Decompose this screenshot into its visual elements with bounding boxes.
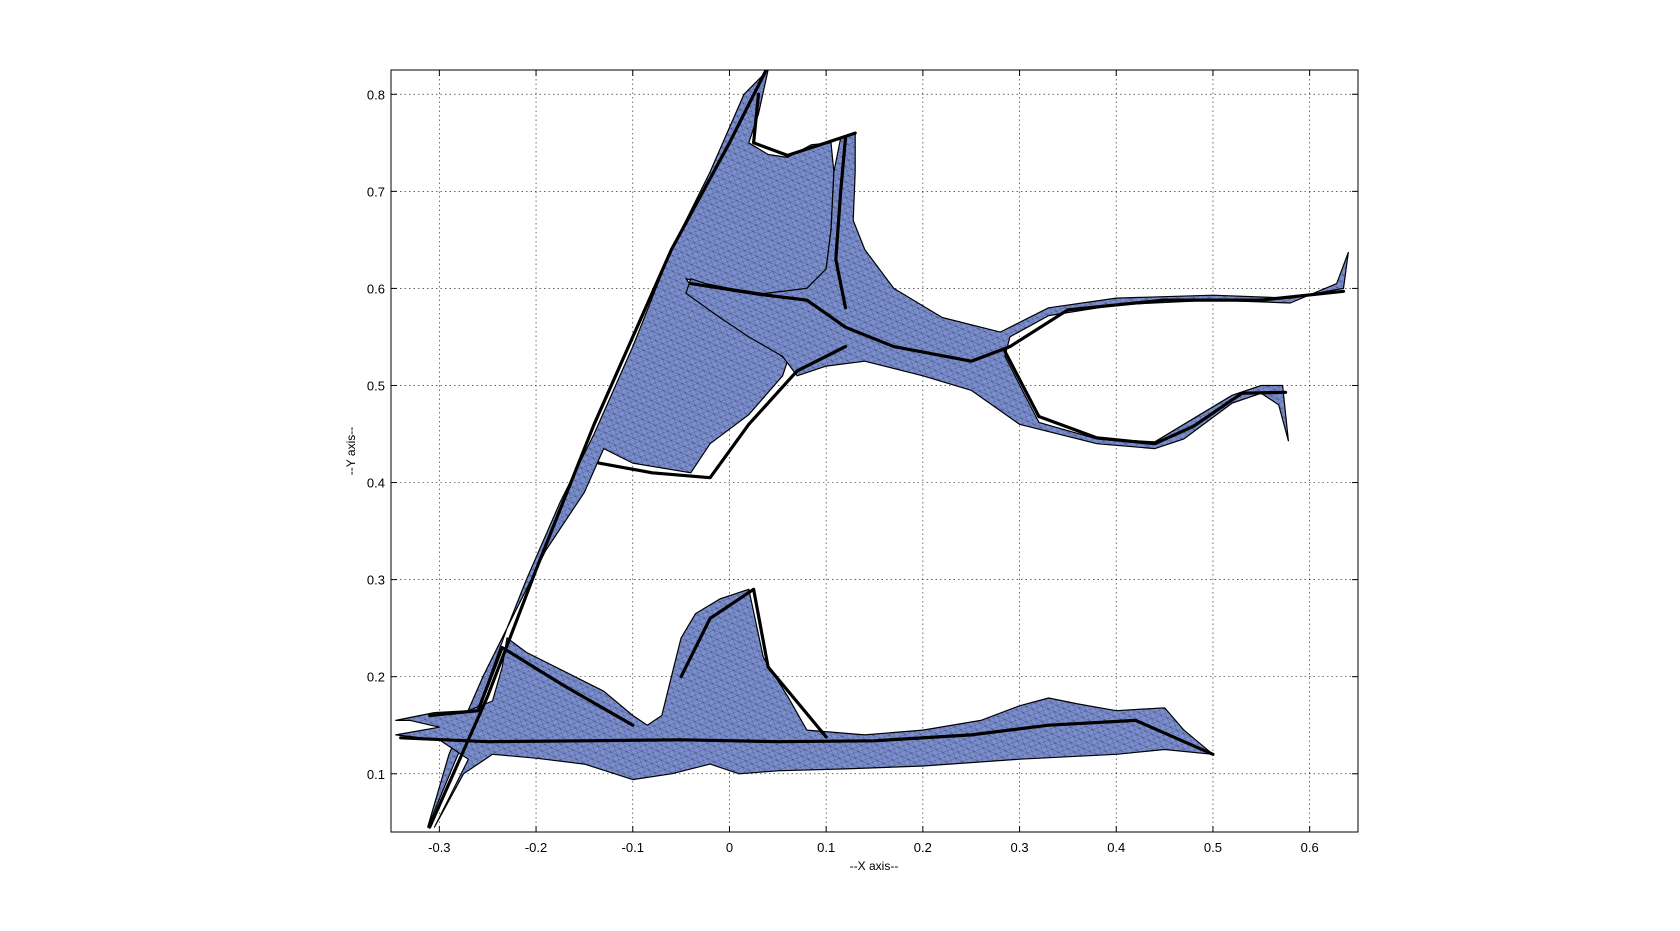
y-axis-ticks: 0.1 0.2 0.3 0.4 0.5 0.6 0.7 0.8 <box>367 87 1358 782</box>
x-tick-label: 0 <box>726 840 733 855</box>
mesh-ridge-6 <box>428 646 635 727</box>
y-tick-label: 0.5 <box>367 378 385 393</box>
mesh-ridge-3 <box>834 136 848 310</box>
x-tick-label: -0.2 <box>525 840 547 855</box>
mesh-ridge-7 <box>679 587 828 739</box>
edge-ridges <box>399 70 1346 829</box>
x-tick-label: -0.3 <box>428 840 450 855</box>
y-tick-label: 0.1 <box>367 767 385 782</box>
y-tick-label: 0.6 <box>367 281 385 296</box>
surface-mesh-lower-network <box>395 589 1213 828</box>
x-tick-label: 0.2 <box>914 840 932 855</box>
y-tick-label: 0.3 <box>367 573 385 588</box>
x-tick-label: 0.5 <box>1204 840 1222 855</box>
x-tick-label: 0.3 <box>1011 840 1029 855</box>
y-tick-label: 0.4 <box>367 476 385 491</box>
y-tick-label: 0.2 <box>367 670 385 685</box>
y-axis-label: --Y axis-- <box>344 427 358 475</box>
y-tick-label: 0.7 <box>367 184 385 199</box>
mesh-ridge-2 <box>689 282 1346 363</box>
surface-patches <box>395 70 1349 828</box>
mesh-ridge-5 <box>597 345 848 480</box>
mesh-ridge-0 <box>428 70 768 829</box>
mesh-ridge-1 <box>399 718 1215 756</box>
x-tick-label: 0.6 <box>1301 840 1319 855</box>
y-tick-label: 0.8 <box>367 87 385 102</box>
surface-mesh-main-junction <box>685 133 1349 449</box>
x-tick-label: 0.4 <box>1107 840 1125 855</box>
surface-mesh-upper-network <box>427 70 834 828</box>
mesh-ridge-8 <box>752 92 857 157</box>
mesh-ridge-4 <box>1003 349 1288 446</box>
x-axis-ticks: -0.3 -0.2 -0.1 0 0.1 0.2 0.3 0.4 0.5 0.6 <box>428 70 1319 855</box>
plot-box <box>390 69 1359 833</box>
x-axis-label: --X axis-- <box>850 859 899 873</box>
x-tick-label: 0.1 <box>817 840 835 855</box>
x-tick-label: -0.1 <box>622 840 644 855</box>
